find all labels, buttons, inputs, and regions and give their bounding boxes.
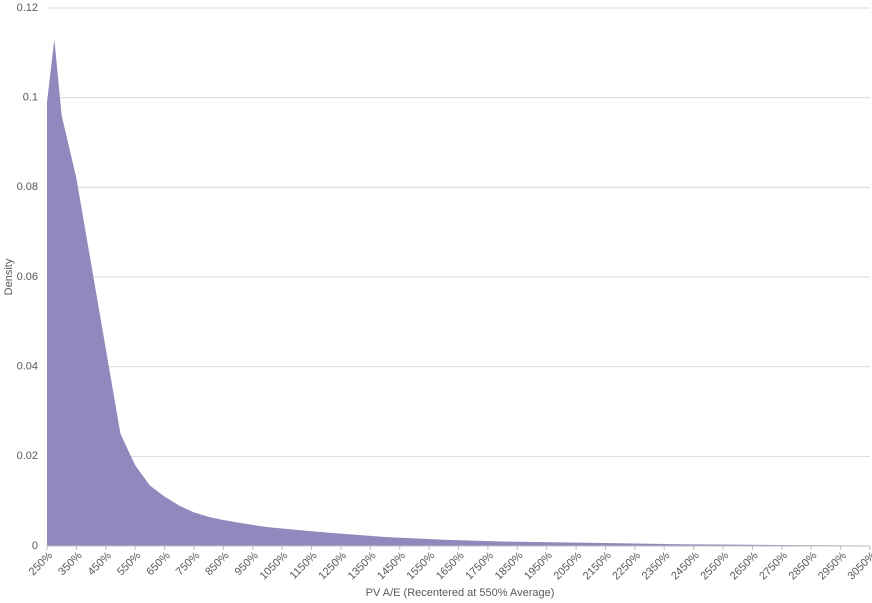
y-tick-label: 0.04	[17, 361, 38, 373]
area	[47, 39, 870, 547]
x-tick-label: 2150%	[581, 550, 614, 583]
x-tick-label: 1850%	[493, 550, 526, 583]
y-tick-label: 0	[32, 540, 38, 552]
y-tick-label: 0.06	[17, 271, 38, 283]
y-axis-title: Density	[3, 258, 15, 295]
x-tick-label: 2450%	[669, 550, 702, 583]
y-tick-label: 0.1	[23, 92, 38, 104]
x-tick-label: 850%	[203, 550, 232, 579]
x-tick-label: 450%	[86, 550, 115, 579]
x-tick-label: 3050%	[845, 550, 872, 583]
x-tick-label: 1450%	[375, 550, 408, 583]
x-tick-label: 1250%	[316, 550, 349, 583]
x-axis-title: PV A/E (Recentered at 550% Average)	[366, 587, 555, 599]
x-tick-label: 1550%	[405, 550, 438, 583]
x-tick-label: 2350%	[640, 550, 673, 583]
x-tick-label: 550%	[115, 550, 144, 579]
x-tick-label: 1950%	[522, 550, 555, 583]
x-tick-label: 250%	[27, 550, 56, 579]
x-tick-label: 2750%	[757, 550, 790, 583]
x-tick-label: 1650%	[434, 550, 467, 583]
x-tick-label: 2050%	[552, 550, 585, 583]
y-tick-label: 0.12	[17, 2, 38, 14]
x-tick-label: 2250%	[610, 550, 643, 583]
x-tick-label: 2850%	[787, 550, 820, 583]
x-tick-label: 1050%	[258, 550, 291, 583]
y-tick-label: 0.02	[17, 450, 38, 462]
x-tick-label: 2950%	[816, 550, 849, 583]
x-tick-label: 650%	[144, 550, 173, 579]
y-tick-label: 0.08	[17, 181, 38, 193]
x-tick-label: 1350%	[346, 550, 379, 583]
x-tick-label: 2650%	[728, 550, 761, 583]
x-tick-label: 750%	[174, 550, 203, 579]
x-tick-label: 1750%	[463, 550, 496, 583]
x-tick-label: 2550%	[698, 550, 731, 583]
x-tick-label: 350%	[56, 550, 85, 579]
x-tick-label: 1150%	[288, 550, 320, 582]
